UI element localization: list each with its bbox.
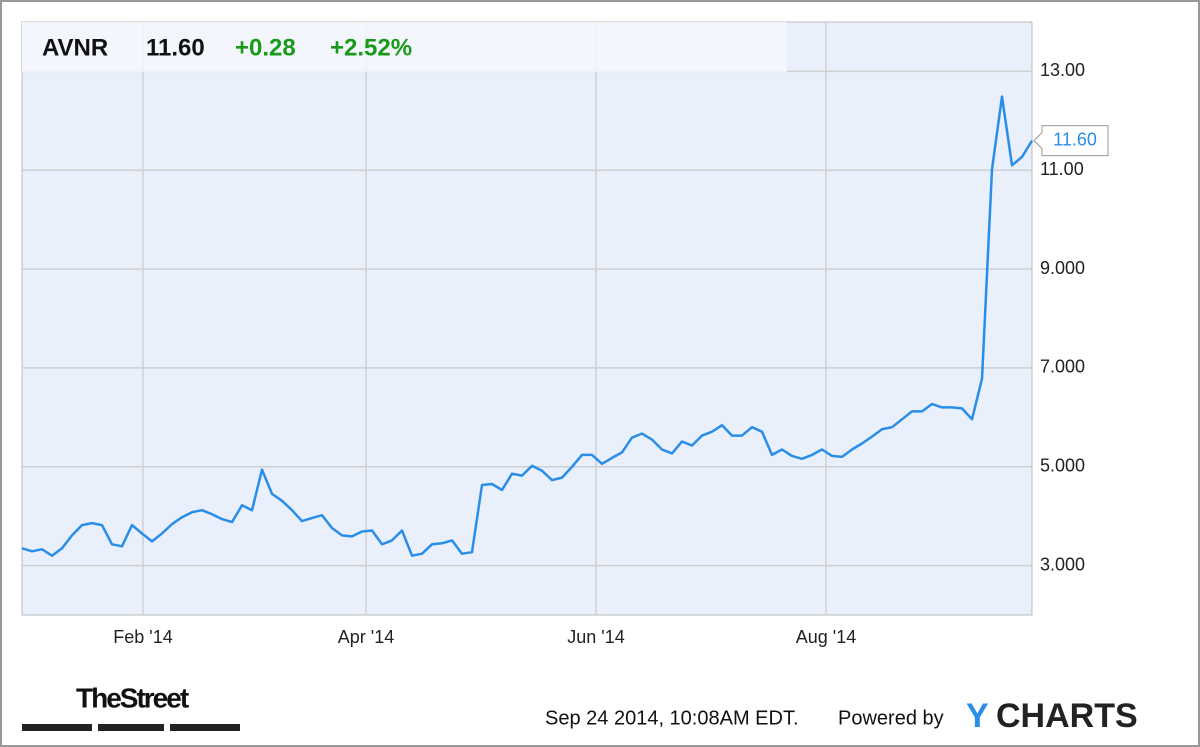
powered-by: Powered by bbox=[838, 707, 944, 729]
y-tick-label: 7.000 bbox=[1040, 357, 1085, 377]
price-line bbox=[21, 95, 1034, 557]
x-tick-label: Feb '14 bbox=[113, 627, 172, 647]
y-tick-label: 3.000 bbox=[1040, 554, 1085, 574]
y-tick-label: 5.000 bbox=[1040, 456, 1085, 476]
last-price-callout bbox=[1033, 125, 1109, 157]
x-tick-label: Jun '14 bbox=[567, 627, 624, 647]
plot-area bbox=[21, 21, 1033, 616]
series: 11.60 bbox=[21, 95, 1109, 557]
price: 11.60 bbox=[146, 34, 205, 61]
header-band bbox=[22, 22, 787, 72]
y-tick-label: 13.00 bbox=[1040, 60, 1085, 80]
logo-bar bbox=[170, 724, 240, 731]
logo-y: Y bbox=[966, 697, 989, 735]
timestamp: Sep 24 2014, 10:08AM EDT. bbox=[545, 707, 799, 729]
grid bbox=[22, 22, 1032, 615]
last-price-label: 11.60 bbox=[1053, 129, 1097, 149]
logo-text: CHARTS bbox=[996, 697, 1138, 735]
ticker: AVNR bbox=[42, 34, 108, 61]
y-tick-label: 11.00 bbox=[1040, 159, 1084, 179]
y-tick-label: 9.000 bbox=[1040, 258, 1085, 278]
logo-bar bbox=[98, 724, 164, 731]
x-tick-label: Aug '14 bbox=[796, 627, 857, 647]
logo-bar bbox=[22, 724, 92, 731]
source-logo: TheStreet bbox=[76, 682, 189, 713]
x-tick-label: Apr '14 bbox=[338, 627, 394, 647]
change-percent: +2.52% bbox=[330, 34, 412, 61]
change: +0.28 bbox=[235, 34, 296, 61]
